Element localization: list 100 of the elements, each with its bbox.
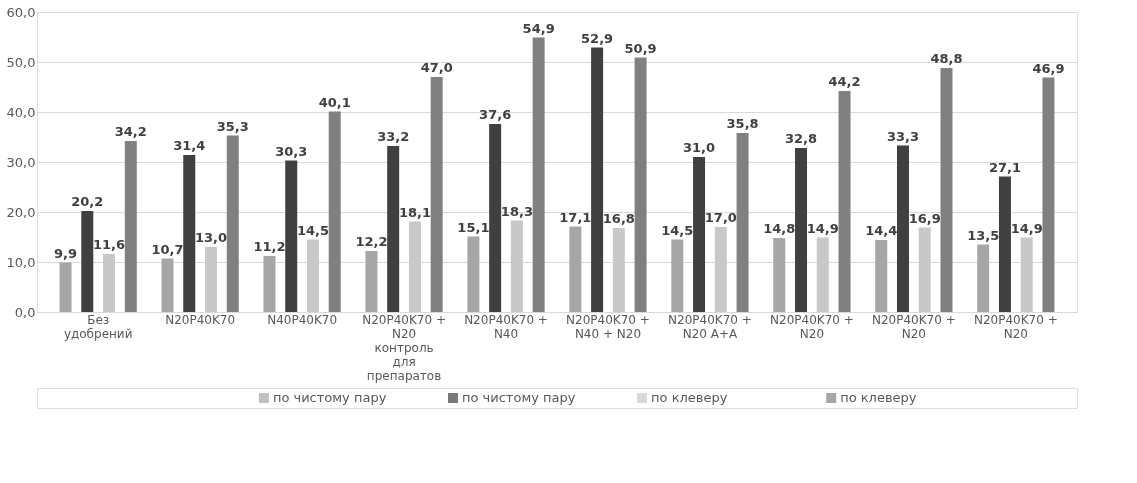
- data-label: 18,3: [500, 203, 533, 219]
- bar: [1042, 77, 1055, 312]
- bar: [430, 77, 443, 312]
- data-label: 13,0: [194, 230, 228, 245]
- data-label: 17,0: [704, 210, 737, 225]
- data-label: 11,2: [253, 239, 286, 254]
- bar: [569, 226, 582, 312]
- bar: [795, 148, 808, 312]
- x-tick-label: N20P40K70 + N20 контроль для препаратов: [362, 312, 446, 383]
- data-label: 14,4: [865, 223, 898, 238]
- data-label: 40,1: [318, 94, 351, 110]
- bar: [918, 227, 931, 312]
- bar: [1020, 237, 1033, 312]
- bar: [773, 238, 786, 312]
- data-label: 14,9: [806, 220, 839, 236]
- y-tick-label: 0,0: [14, 304, 36, 320]
- bar: [816, 237, 829, 312]
- data-label: 14,5: [661, 222, 694, 238]
- bar: [467, 236, 480, 312]
- data-label: 13,5: [967, 227, 1000, 243]
- x-tick-label: N20P40K70: [165, 312, 236, 327]
- data-label: 16,8: [602, 211, 635, 226]
- data-label: 30,3: [275, 143, 308, 159]
- bar: [634, 57, 647, 312]
- bar: [183, 155, 196, 312]
- data-label: 17,1: [559, 209, 592, 225]
- data-label: 10,7: [151, 241, 184, 257]
- bar: [838, 91, 851, 312]
- bar: [226, 135, 239, 312]
- data-label: 27,1: [988, 159, 1021, 175]
- data-label: 12,2: [355, 234, 388, 249]
- x-tick-label: N40P40K70: [267, 312, 338, 327]
- legend-label: по клеверу: [840, 390, 917, 405]
- data-label: 37,6: [479, 107, 512, 122]
- bar: [408, 221, 421, 312]
- x-tick-label: N20P40K70 + N20: [871, 312, 956, 341]
- data-label: 50,9: [624, 40, 657, 56]
- data-label: 14,8: [763, 221, 796, 236]
- bar: [736, 133, 749, 312]
- y-tick-label: 30,0: [6, 154, 36, 170]
- bar: [263, 256, 276, 312]
- bar: [612, 228, 625, 312]
- data-label: 32,8: [784, 131, 818, 146]
- data-label: 15,1: [457, 219, 490, 235]
- data-label: 33,3: [886, 128, 920, 144]
- data-label: 48,8: [930, 51, 963, 66]
- x-tick-label: N20P40K70 + N20 А+А: [668, 312, 752, 341]
- bar: [591, 47, 604, 312]
- bar: [977, 244, 990, 312]
- bar: [714, 227, 727, 312]
- bar: [998, 176, 1011, 312]
- data-label: 18,1: [398, 204, 431, 220]
- legend-label: по чистому пару: [272, 390, 387, 405]
- data-label: 11,6: [93, 237, 126, 252]
- bar: [387, 146, 400, 312]
- bar: [365, 251, 378, 312]
- bar: [693, 157, 706, 312]
- x-tick-label: N20P40K70 + N40: [464, 312, 548, 341]
- data-label: 35,8: [726, 116, 759, 131]
- data-label: 54,9: [522, 20, 555, 36]
- bar: [306, 239, 319, 312]
- bar: [205, 247, 218, 312]
- bar: [81, 211, 94, 312]
- x-tick-label: Без удобрений: [63, 312, 133, 341]
- y-tick-label: 60,0: [6, 4, 36, 20]
- legend-label: по чистому пару: [462, 390, 576, 405]
- bar: [124, 141, 137, 312]
- data-label: 33,2: [377, 129, 410, 144]
- bar: [940, 68, 953, 312]
- data-label: 20,2: [71, 194, 104, 209]
- bar: [875, 240, 888, 312]
- y-tick-label: 20,0: [6, 204, 36, 220]
- data-label: 31,4: [173, 138, 206, 153]
- bar: [59, 262, 72, 312]
- data-label: 46,9: [1032, 60, 1065, 76]
- data-label: 47,0: [420, 60, 453, 75]
- data-label: 14,5: [296, 222, 330, 238]
- data-label: 31,0: [683, 140, 716, 155]
- bar: [671, 239, 684, 312]
- data-label: 14,9: [1010, 220, 1043, 236]
- bar: [532, 37, 545, 312]
- bar: [285, 160, 298, 312]
- data-label: 44,2: [828, 74, 861, 89]
- bar: [510, 220, 523, 312]
- y-tick-label: 50,0: [6, 54, 36, 70]
- data-label: 34,2: [114, 124, 147, 139]
- data-label: 35,3: [216, 118, 249, 134]
- x-tick-label: N20P40K70 + N40 + N20: [566, 312, 650, 341]
- x-tick-label: N20P40K70 + N20: [770, 312, 854, 341]
- bar: [103, 254, 116, 312]
- x-tick-label: N20P40K70 + N20: [973, 312, 1058, 341]
- data-label: 9,9: [54, 245, 78, 261]
- bar: [896, 145, 909, 312]
- y-tick-label: 10,0: [6, 254, 36, 270]
- bar: [161, 258, 174, 312]
- data-label: 52,9: [581, 30, 614, 46]
- bar: [489, 124, 502, 312]
- data-label: 16,9: [908, 210, 941, 226]
- legend-label: по клеверу: [651, 390, 728, 405]
- y-tick-label: 40,0: [6, 104, 36, 120]
